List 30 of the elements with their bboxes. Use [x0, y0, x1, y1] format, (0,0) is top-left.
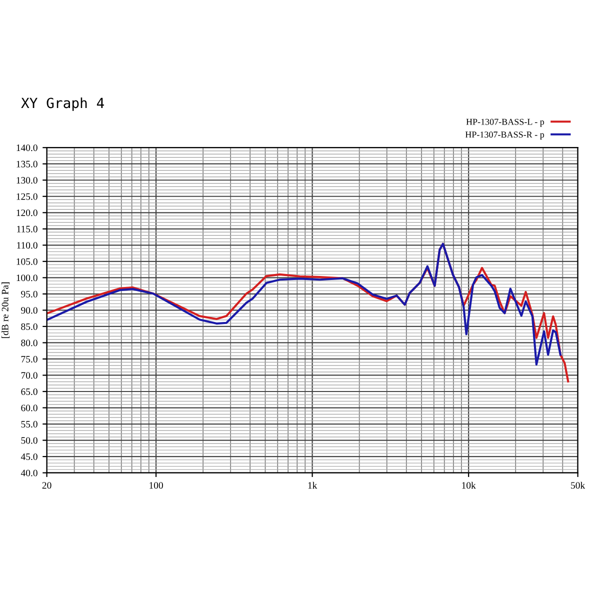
y-tick-label: 50.0: [21, 437, 38, 444]
y-tick-label: 135.0: [16, 160, 38, 168]
x-tick-label: 100: [150, 482, 163, 489]
x-tick-label: 1k: [308, 482, 318, 489]
y-tick-label: 80.0: [21, 340, 38, 346]
y-tick-label: 75.0: [21, 356, 38, 362]
y-tick-label: 140.0: [16, 144, 38, 152]
y-tick-label: 90.0: [21, 307, 38, 314]
y-tick-label: 40.0: [20, 470, 38, 476]
y-axis-title: [dB re 20u Pa]: [2, 282, 10, 338]
x-tick-label: 20: [42, 482, 52, 489]
y-tick-label: 100.0: [16, 274, 38, 282]
y-tick-label: 70.0: [21, 372, 38, 379]
y-tick-label: 95.0: [21, 290, 38, 298]
y-tick-label: 45.0: [20, 453, 38, 460]
x-tick-label: 10k: [462, 482, 476, 489]
y-tick-label: 85.0: [21, 323, 38, 330]
y-tick-label: 130.0: [16, 177, 38, 184]
y-tick-label: 55.0: [21, 420, 38, 428]
y-tick-label: 60.0: [21, 404, 38, 412]
x-tick-label: 50k: [571, 482, 586, 489]
y-tick-label: 120.0: [16, 210, 38, 216]
legend-label: HP-1307-BASS-R - p: [465, 132, 544, 140]
y-tick-label: 65.0: [21, 388, 38, 396]
chart-title: XY Graph 4: [21, 97, 104, 111]
legend-label: HP-1307-BASS-L - p: [466, 118, 544, 127]
y-tick-label: 115.0: [17, 226, 38, 232]
y-tick-label: 105.0: [16, 258, 38, 265]
y-tick-label: 110.0: [17, 242, 38, 249]
y-tick-label: 125.0: [16, 193, 38, 200]
